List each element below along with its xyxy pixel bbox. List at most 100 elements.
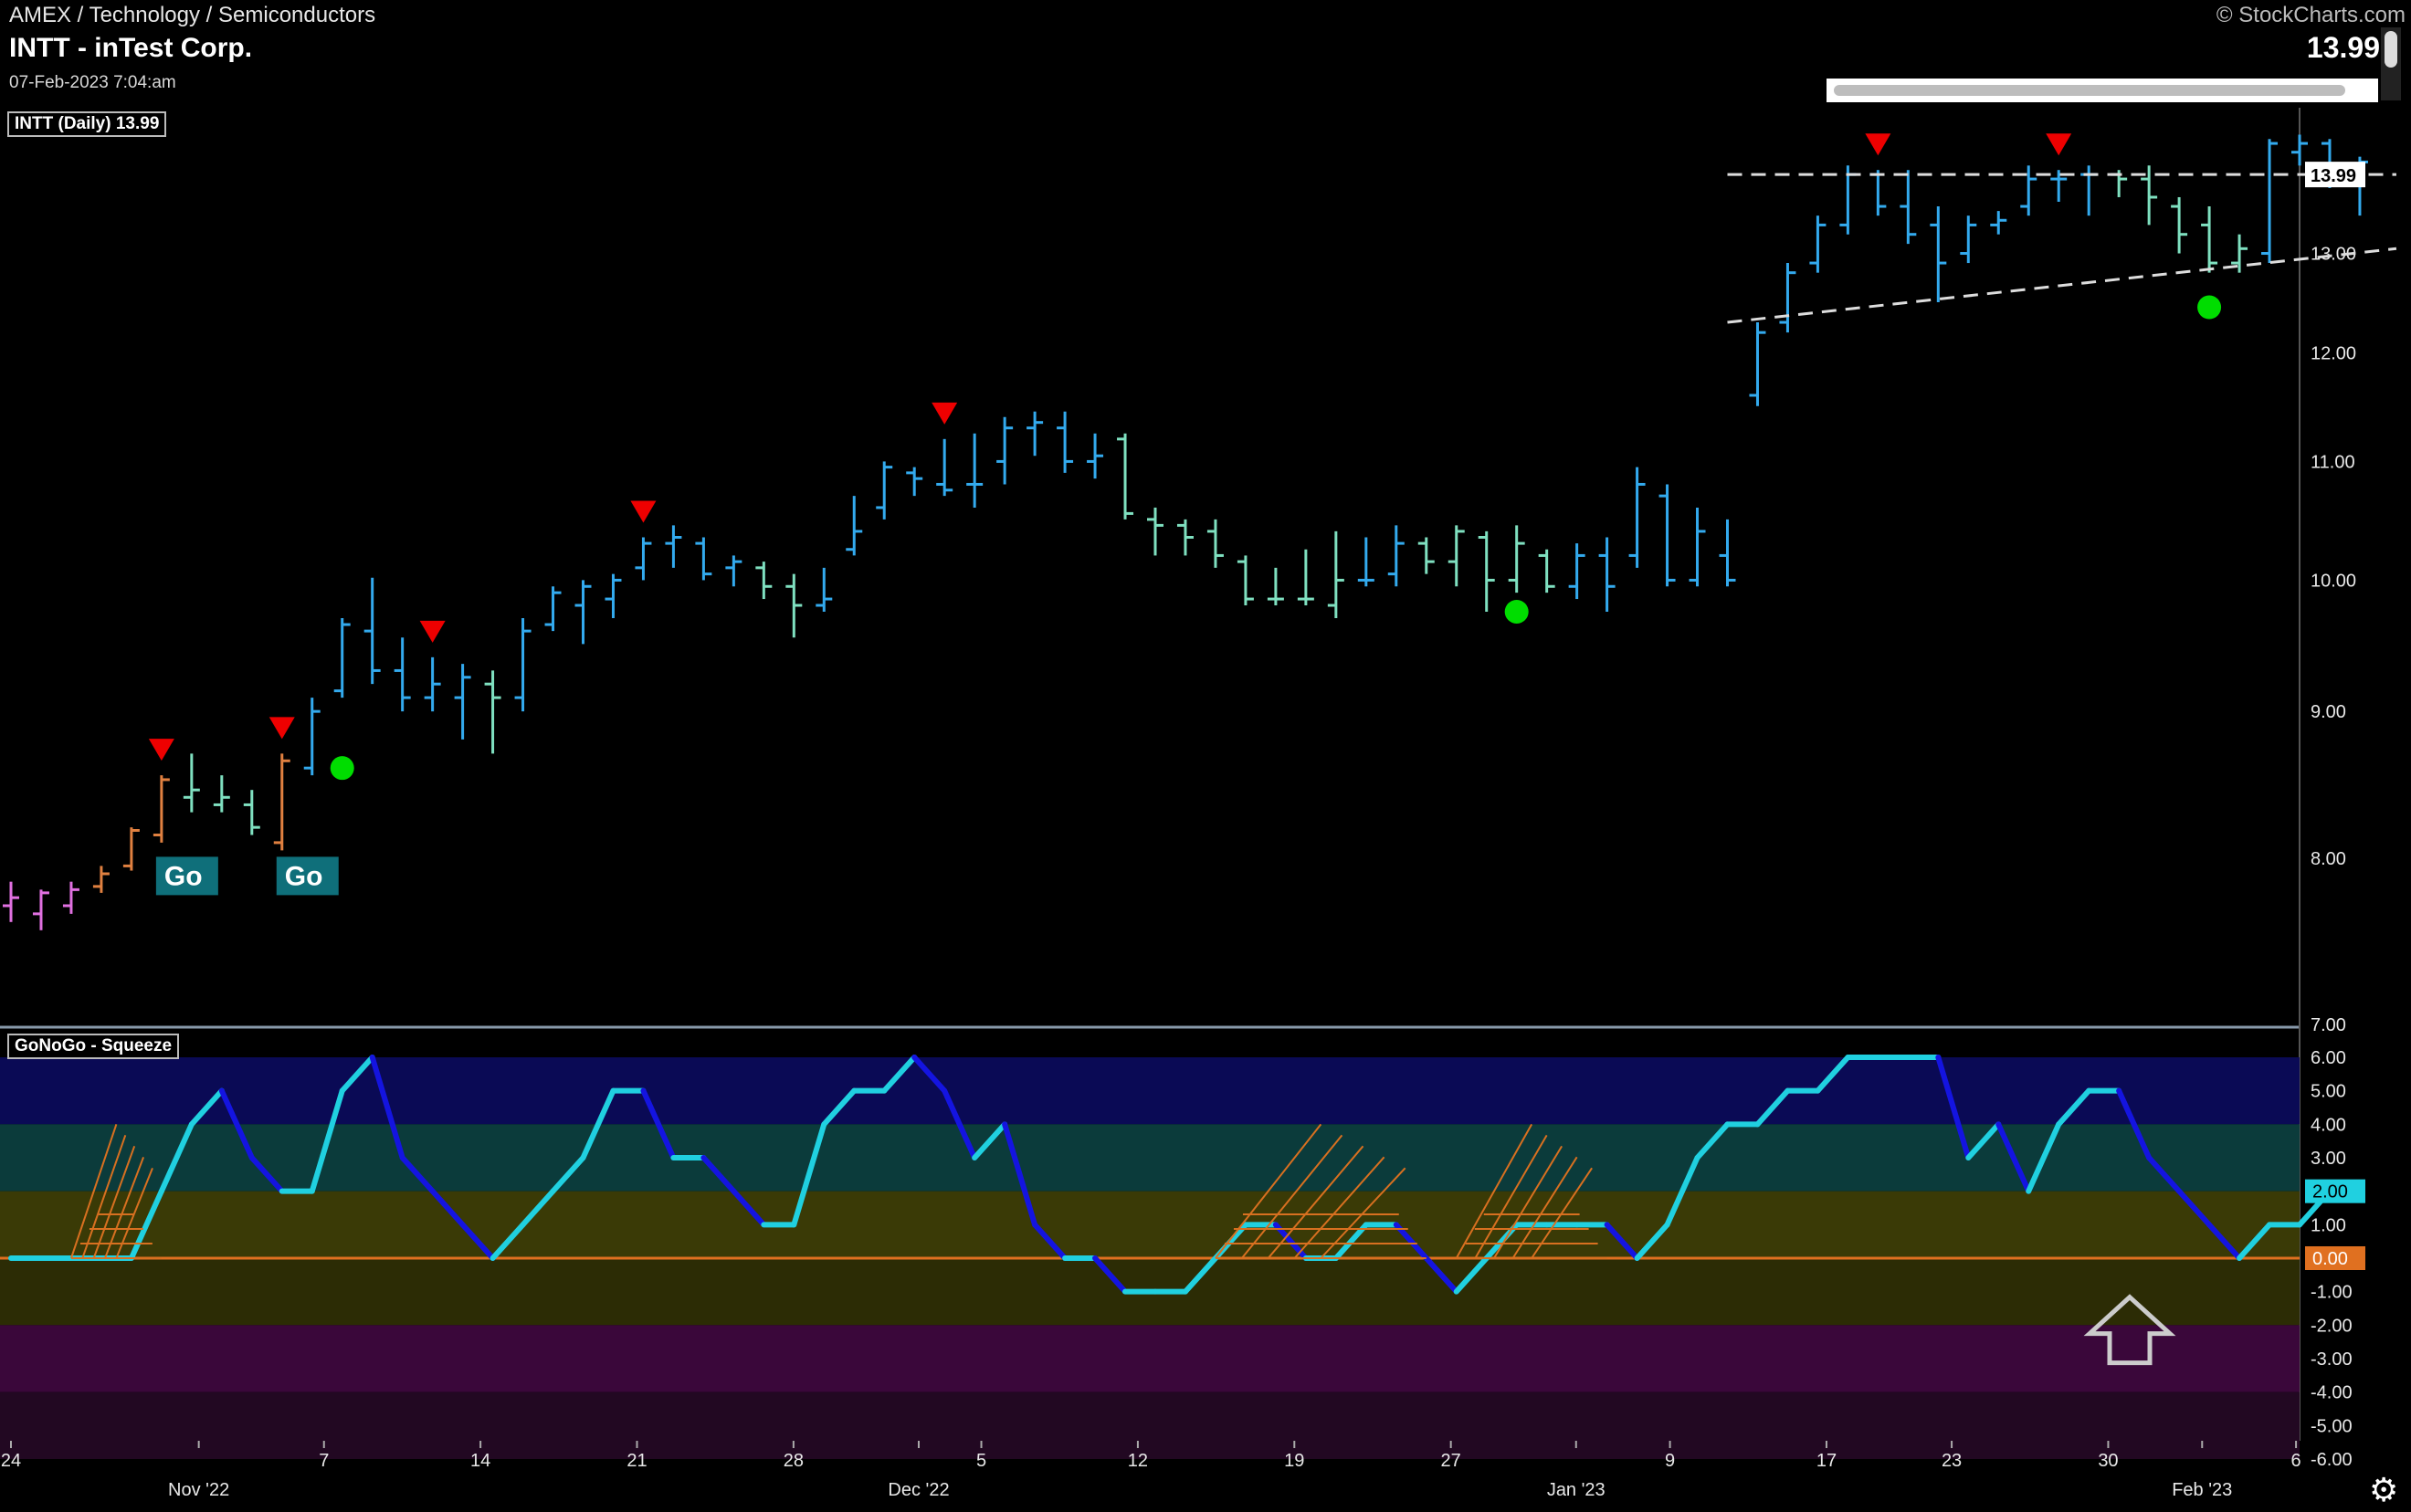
oscillator-legend[interactable]: GoNoGo - Squeeze bbox=[7, 1034, 180, 1059]
oscillator-segment bbox=[1995, 1121, 2032, 1194]
ohlc-bar bbox=[514, 617, 532, 712]
oscillator-tick-label: -3.00 bbox=[2311, 1349, 2353, 1370]
oscillator-segment bbox=[1272, 1222, 1309, 1261]
ohlc-bar bbox=[2050, 170, 2068, 202]
ohlc-bar bbox=[363, 577, 381, 685]
ohlc-bar bbox=[2291, 134, 2308, 166]
ohlc-bar bbox=[1147, 507, 1163, 556]
loading-progress-bar bbox=[1827, 79, 2378, 102]
x-tick-label: 28 bbox=[784, 1451, 804, 1471]
oscillator-segment bbox=[2026, 1121, 2062, 1194]
symbol-title: INTT - inTest Corp. bbox=[9, 33, 253, 63]
trend-down-marker bbox=[1865, 133, 1891, 156]
ohlc-bar bbox=[2171, 196, 2188, 254]
oscillator-segment bbox=[339, 1055, 375, 1094]
ohlc-bar bbox=[1538, 549, 1555, 593]
oscillator-segment bbox=[218, 1087, 255, 1160]
ohlc-bar bbox=[1749, 322, 1766, 406]
breadcrumb: AMEX / Technology / Semiconductors bbox=[9, 3, 376, 27]
oscillator-segment bbox=[309, 1087, 345, 1194]
oscillator-segment bbox=[1332, 1222, 1369, 1261]
squeeze-grid bbox=[1215, 1123, 1322, 1259]
reversal-dot bbox=[330, 756, 354, 781]
oscillator-segment bbox=[1965, 1121, 2002, 1160]
ohlc-bar bbox=[213, 775, 230, 813]
oscillator-segment bbox=[580, 1087, 616, 1160]
squeeze-grid bbox=[104, 1156, 145, 1259]
ohlc-bar bbox=[1508, 525, 1525, 593]
oscillator-segment bbox=[369, 1055, 405, 1160]
ohlc-bar bbox=[333, 617, 351, 698]
ohlc-bar bbox=[1779, 263, 1796, 333]
ohlc-bar bbox=[755, 562, 773, 600]
oscillator-segment bbox=[2146, 1155, 2183, 1194]
oscillator-segment bbox=[1092, 1255, 1129, 1295]
oscillator-segment bbox=[1935, 1055, 1972, 1160]
oscillator-segment bbox=[2176, 1188, 2213, 1228]
oscillator-tick-label: -5.00 bbox=[2311, 1416, 2353, 1436]
oscillator-value-box bbox=[2305, 1179, 2365, 1203]
ohlc-bar bbox=[484, 670, 501, 754]
gear-icon[interactable]: ⚙ bbox=[2369, 1471, 2399, 1508]
ohlc-bar bbox=[1990, 211, 2007, 235]
vertical-scrollbar[interactable] bbox=[2381, 27, 2401, 100]
ohlc-bar bbox=[966, 433, 984, 508]
ohlc-bar bbox=[1027, 411, 1044, 457]
x-tick-label: 7 bbox=[319, 1451, 329, 1471]
ohlc-bar bbox=[1267, 567, 1284, 605]
squeeze-grid bbox=[81, 1135, 127, 1259]
source-credit[interactable]: © StockCharts.com bbox=[2216, 3, 2406, 27]
ohlc-bar bbox=[906, 467, 923, 497]
ohlc-bar bbox=[1087, 433, 1104, 479]
oscillator-segment bbox=[791, 1121, 827, 1228]
ohlc-bar bbox=[2141, 165, 2158, 226]
oscillator-segment bbox=[1815, 1055, 1851, 1094]
oscillator-segment bbox=[731, 1188, 767, 1228]
oscillator-tick-label: -6.00 bbox=[2311, 1450, 2353, 1470]
x-tick-label: 17 bbox=[1816, 1451, 1837, 1471]
oscillator-tick-label: 1.00 bbox=[2311, 1215, 2346, 1235]
ohlc-bar bbox=[1478, 530, 1495, 612]
oscillator-segment bbox=[1423, 1255, 1459, 1295]
oscillator-segment bbox=[158, 1121, 195, 1194]
last-price-label: 13.99 bbox=[2311, 166, 2356, 186]
x-tick-label: 30 bbox=[2098, 1451, 2118, 1471]
ohlc-bar bbox=[996, 416, 1014, 485]
ohlc-bar bbox=[62, 881, 79, 914]
ohlc-bar bbox=[1628, 467, 1646, 568]
oscillator-tick-label: -4.00 bbox=[2311, 1383, 2353, 1403]
ohlc-bar bbox=[1568, 543, 1585, 600]
ohlc-bar bbox=[2261, 139, 2279, 264]
x-tick-label: 19 bbox=[1284, 1451, 1304, 1471]
ohlc-bar bbox=[1598, 537, 1616, 612]
price-tick-label: 8.00 bbox=[2311, 849, 2346, 869]
oscillator-band bbox=[0, 1325, 2300, 1392]
squeeze-grid bbox=[92, 1145, 136, 1259]
ohlc-bar bbox=[1117, 433, 1134, 520]
go-tag-label: Go bbox=[285, 861, 323, 891]
ohlc-bar bbox=[876, 461, 893, 520]
oscillator-segment bbox=[1634, 1222, 1670, 1261]
ohlc-bar bbox=[1809, 215, 1827, 273]
go-tag-label: Go bbox=[164, 861, 203, 891]
price-tick-label: 7.00 bbox=[2311, 1015, 2346, 1035]
x-tick-label: 6 bbox=[2291, 1451, 2301, 1471]
squeeze-grid bbox=[69, 1124, 118, 1259]
oscillator-segment bbox=[2056, 1087, 2092, 1128]
x-tick-label: Dec '22 bbox=[888, 1480, 949, 1500]
ohlc-bar bbox=[1960, 215, 1977, 264]
oscillator-segment bbox=[1604, 1222, 1640, 1261]
x-tick-label: 12 bbox=[1128, 1451, 1148, 1471]
trend-down-marker bbox=[268, 717, 295, 740]
ohlc-bar bbox=[1206, 519, 1224, 568]
ohlc-bar bbox=[394, 637, 411, 712]
x-tick-label: 5 bbox=[976, 1451, 986, 1471]
trend-down-marker bbox=[630, 500, 657, 523]
squeeze-grid bbox=[1493, 1145, 1563, 1259]
trend-down-marker bbox=[419, 620, 446, 643]
oscillator-segment bbox=[1694, 1121, 1731, 1160]
price-legend[interactable]: INTT (Daily) 13.99 bbox=[7, 111, 167, 137]
ohlc-bar bbox=[1448, 525, 1465, 587]
squeeze-grid bbox=[1241, 1134, 1343, 1259]
